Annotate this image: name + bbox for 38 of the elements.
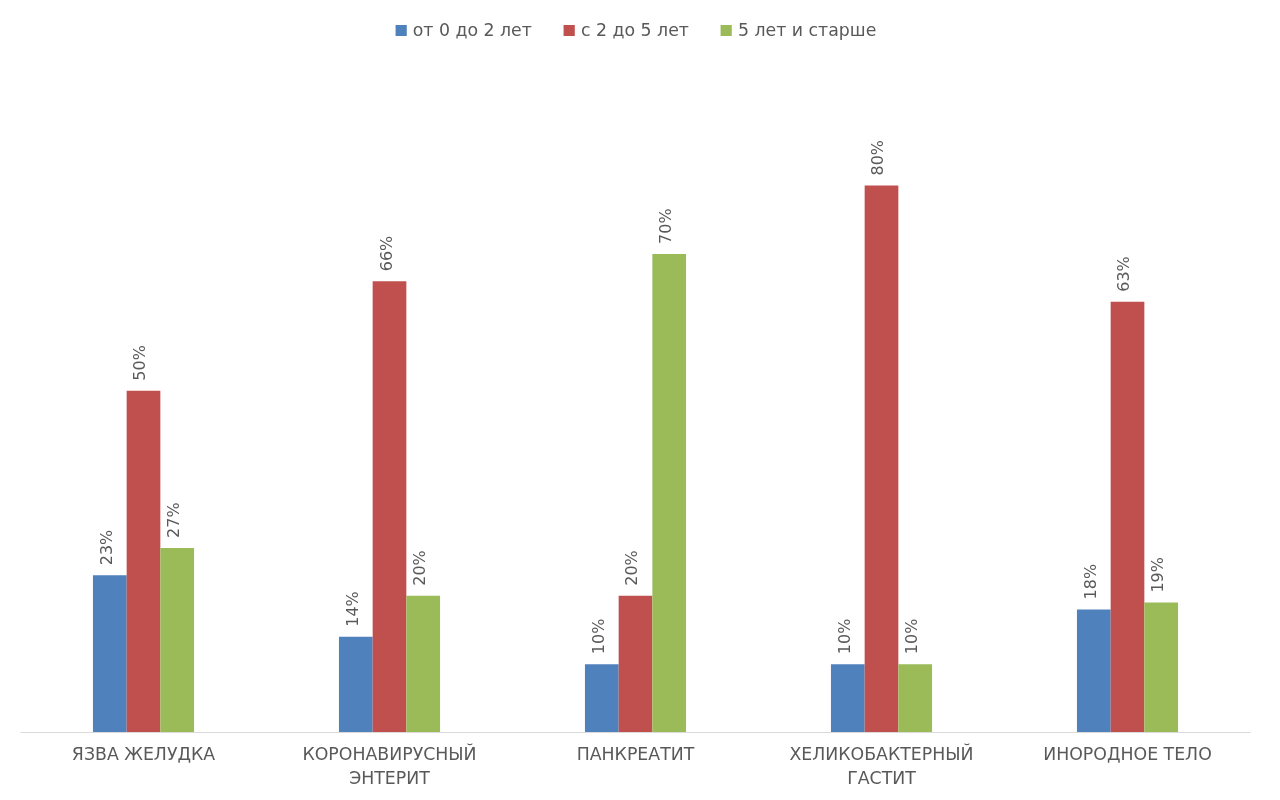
data-label: 10% [588, 618, 608, 655]
bar [830, 664, 865, 733]
data-label: 10% [834, 618, 854, 655]
x-tick-label: ХЕЛИКОБАКТЕРНЫЙ ГАСТИТ [789, 742, 974, 788]
bar [1144, 602, 1179, 733]
data-label: 23% [96, 529, 116, 566]
bar [406, 595, 441, 733]
data-label: 66% [376, 235, 396, 272]
bar [372, 281, 407, 733]
bar [92, 575, 127, 733]
bar [864, 185, 899, 733]
legend-label: от 0 до 2 лет [412, 20, 532, 40]
data-label: 50% [130, 345, 150, 381]
legend-label: 5 лет и старше [737, 20, 877, 40]
bar [584, 664, 619, 733]
data-label: 10% [902, 618, 922, 655]
legend-label: с 2 до 5 лет [580, 20, 689, 40]
data-label: 14% [342, 591, 362, 627]
bar [898, 664, 933, 733]
data-label: 18% [1080, 563, 1100, 600]
x-tick-label: КОРОНАВИРУСНЫЙ ЭНТЕРИТ [302, 742, 477, 788]
data-label: 19% [1148, 557, 1168, 593]
data-label: 27% [164, 502, 184, 538]
bar [1076, 609, 1111, 733]
bar [652, 253, 687, 733]
x-tick-label: ИНОРОДНОЕ ТЕЛО [1043, 743, 1212, 764]
x-tick-label: ПАНКРЕАТИТ [576, 743, 695, 764]
bar [126, 390, 161, 733]
data-label: 20% [622, 550, 642, 586]
bar [160, 547, 195, 733]
x-tick-label: ЯЗВА ЖЕЛУДКА [71, 743, 216, 764]
bar [1110, 301, 1145, 733]
data-label: 80% [868, 139, 888, 176]
bar [338, 636, 373, 733]
data-label: 63% [1114, 256, 1134, 292]
data-label: 20% [410, 550, 430, 586]
data-label: 70% [656, 208, 676, 244]
bar [618, 595, 653, 733]
